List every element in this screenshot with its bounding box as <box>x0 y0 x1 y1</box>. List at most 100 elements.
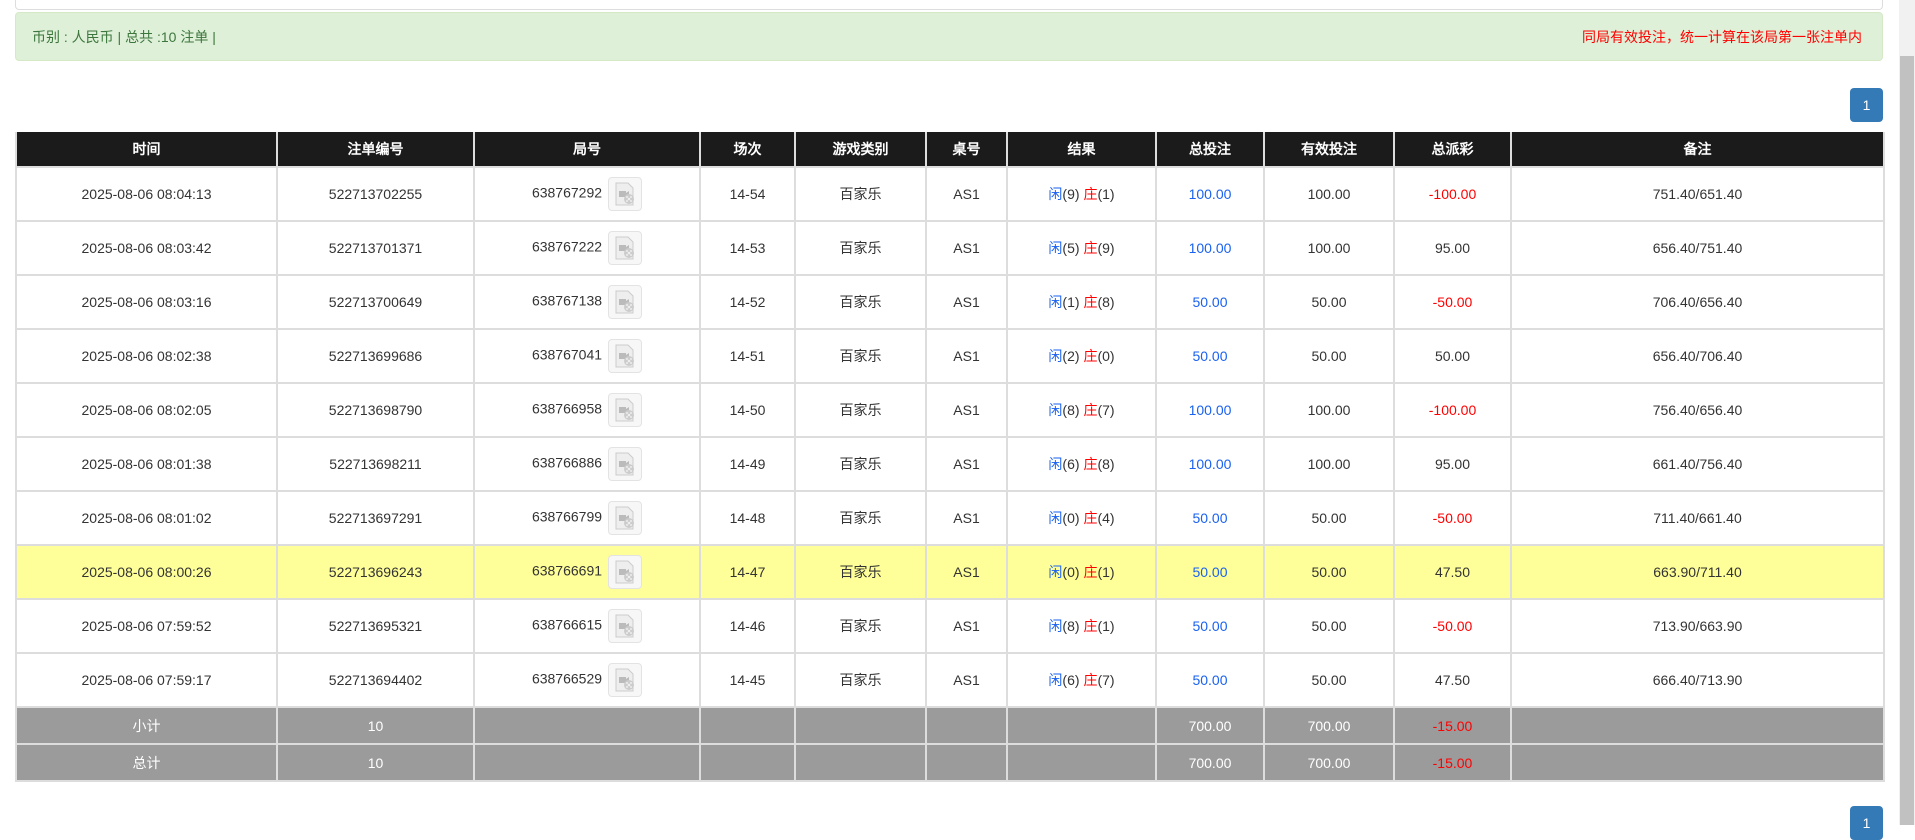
video-replay-icon[interactable] <box>608 177 643 211</box>
table-row[interactable]: 2025-08-06 08:02:05 522713698790 638766958… <box>15 382 1885 438</box>
game-type-cell: 百家乐 <box>794 544 927 600</box>
payout-cell: -100.00 <box>1393 166 1512 222</box>
banker-points: (9) <box>1097 240 1115 256</box>
round-cell: 638766958 <box>473 382 701 438</box>
round-number: 638766615 <box>531 616 603 633</box>
banker-points: (1) <box>1097 186 1115 202</box>
game-type-cell: 百家乐 <box>794 166 927 222</box>
grandtotal-count: 10 <box>276 743 475 782</box>
banker-label: 庄 <box>1083 294 1098 310</box>
bet-id-cell: 522713697291 <box>276 490 475 546</box>
video-replay-icon[interactable] <box>608 555 643 589</box>
time-cell: 2025-08-06 08:00:26 <box>15 544 278 600</box>
banker-label: 庄 <box>1083 402 1098 418</box>
total-bet-cell: 100.00 <box>1155 220 1265 276</box>
table-row[interactable]: 2025-08-06 08:03:42 522713701371 638767222… <box>15 220 1885 276</box>
payout-cell: 47.50 <box>1393 544 1512 600</box>
total-bet-cell: 100.00 <box>1155 436 1265 492</box>
total-bet-cell: 50.00 <box>1155 652 1265 708</box>
table-row[interactable]: 2025-08-06 08:00:26 522713696243 638766691… <box>15 544 1885 600</box>
column-header: 结果 <box>1006 132 1157 167</box>
time-cell: 2025-08-06 08:01:38 <box>15 436 278 492</box>
column-header: 总派彩 <box>1393 132 1512 167</box>
valid-bet-cell: 100.00 <box>1263 220 1395 276</box>
banker-label: 庄 <box>1083 456 1098 472</box>
player-points: (5) <box>1062 240 1080 256</box>
player-label: 闲 <box>1048 618 1063 634</box>
empty-cell <box>699 706 796 745</box>
video-replay-icon[interactable] <box>608 663 643 697</box>
video-replay-icon[interactable] <box>608 285 643 319</box>
table-row[interactable]: 2025-08-06 08:01:38 522713698211 638766886… <box>15 436 1885 492</box>
banker-points: (1) <box>1097 618 1115 634</box>
session-cell: 14-53 <box>699 220 796 276</box>
summary-alert: 币别 : 人民币 | 总共 :10 注单 | 同局有效投注，统一计算在该局第一张… <box>15 12 1883 61</box>
scrollbar[interactable] <box>1899 0 1915 825</box>
subtotal-label: 小计 <box>15 706 278 745</box>
payout-cell: -50.00 <box>1393 598 1512 654</box>
result-cell: 闲(0) 庄(1) <box>1006 544 1157 600</box>
subtotal-valid-bet: 700.00 <box>1263 706 1395 745</box>
table-row[interactable]: 2025-08-06 07:59:17 522713694402 638766529… <box>15 652 1885 708</box>
round-cell: 638767222 <box>473 220 701 276</box>
game-type-cell: 百家乐 <box>794 598 927 654</box>
valid-bet-cell: 100.00 <box>1263 382 1395 438</box>
result-cell: 闲(5) 庄(9) <box>1006 220 1157 276</box>
player-label: 闲 <box>1048 564 1063 580</box>
table-number-cell: AS1 <box>925 436 1008 492</box>
remark-cell: 656.40/706.40 <box>1510 328 1885 384</box>
table-row[interactable]: 2025-08-06 07:59:52 522713695321 638766615… <box>15 598 1885 654</box>
time-cell: 2025-08-06 08:03:16 <box>15 274 278 330</box>
empty-cell <box>473 743 701 782</box>
subtotal-total-bet: 700.00 <box>1155 706 1265 745</box>
subtotal-count: 10 <box>276 706 475 745</box>
video-replay-icon[interactable] <box>608 231 643 265</box>
remark-cell: 666.40/713.90 <box>1510 652 1885 708</box>
video-replay-icon[interactable] <box>608 339 643 373</box>
video-replay-icon[interactable] <box>608 609 643 643</box>
subtotal-payout: -15.00 <box>1393 706 1512 745</box>
table-number-cell: AS1 <box>925 328 1008 384</box>
table-row[interactable]: 2025-08-06 08:04:13 522713702255 638767292… <box>15 166 1885 222</box>
bet-id-cell: 522713698211 <box>276 436 475 492</box>
player-points: (6) <box>1062 456 1080 472</box>
banker-points: (8) <box>1097 294 1115 310</box>
column-header: 游戏类别 <box>794 132 927 167</box>
empty-cell <box>1006 743 1157 782</box>
scrollbar-thumb[interactable] <box>1900 56 1914 825</box>
valid-bet-cell: 50.00 <box>1263 490 1395 546</box>
column-header: 备注 <box>1510 132 1885 167</box>
session-cell: 14-54 <box>699 166 796 222</box>
column-header: 注单编号 <box>276 132 475 167</box>
round-cell: 638767292 <box>473 166 701 222</box>
column-header: 有效投注 <box>1263 132 1395 167</box>
round-number: 638767041 <box>531 346 603 363</box>
video-replay-icon[interactable] <box>608 447 643 481</box>
table-row[interactable]: 2025-08-06 08:02:38 522713699686 638767041… <box>15 328 1885 384</box>
round-cell: 638766529 <box>473 652 701 708</box>
banker-label: 庄 <box>1083 240 1098 256</box>
pagination-page-bottom[interactable]: 1 <box>1850 806 1883 840</box>
remark-cell: 756.40/656.40 <box>1510 382 1885 438</box>
result-cell: 闲(2) 庄(0) <box>1006 328 1157 384</box>
pagination-page-top[interactable]: 1 <box>1850 88 1883 122</box>
bet-id-cell: 522713701371 <box>276 220 475 276</box>
video-replay-icon[interactable] <box>608 393 643 427</box>
player-points: (1) <box>1062 294 1080 310</box>
table-row[interactable]: 2025-08-06 08:01:02 522713697291 638766799… <box>15 490 1885 546</box>
table-row[interactable]: 2025-08-06 08:03:16 522713700649 638767138… <box>15 274 1885 330</box>
payout-cell: 95.00 <box>1393 220 1512 276</box>
video-replay-icon[interactable] <box>608 501 643 535</box>
remark-cell: 656.40/751.40 <box>1510 220 1885 276</box>
round-number: 638766886 <box>531 454 603 471</box>
empty-cell <box>1510 743 1885 782</box>
bet-id-cell: 522713700649 <box>276 274 475 330</box>
player-points: (8) <box>1062 618 1080 634</box>
player-label: 闲 <box>1048 402 1063 418</box>
player-label: 闲 <box>1048 348 1063 364</box>
time-cell: 2025-08-06 08:02:38 <box>15 328 278 384</box>
total-bet-cell: 100.00 <box>1155 382 1265 438</box>
round-cell: 638766799 <box>473 490 701 546</box>
player-points: (9) <box>1062 186 1080 202</box>
banker-points: (7) <box>1097 672 1115 688</box>
